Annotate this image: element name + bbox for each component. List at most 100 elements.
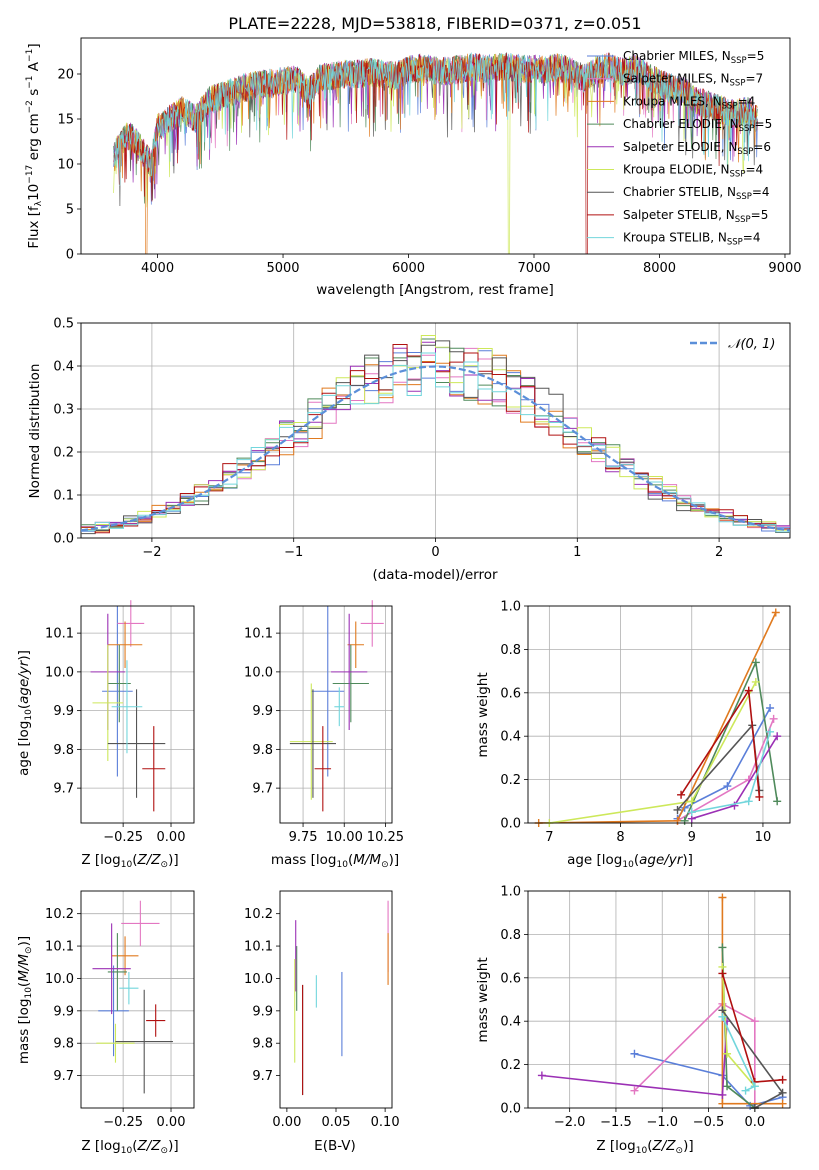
mw-age-ylabel: mass weight	[475, 672, 491, 757]
mass-weight-marker	[778, 1075, 787, 1084]
legend-count: =4	[743, 231, 761, 245]
y-tick-label: 10.1	[45, 627, 74, 642]
x-tick-label: 8	[616, 830, 624, 845]
mass-weight-marker	[687, 808, 696, 817]
legend-label: Salpeter STELIB, NSSP=5	[623, 208, 768, 225]
y-tick-label: 10.0	[244, 972, 273, 987]
mass-weight-line	[633, 1002, 756, 1108]
y-tick-label: 10.1	[244, 627, 273, 642]
y-tick-label: 9.7	[252, 782, 273, 797]
mass-weight-marker	[718, 893, 727, 902]
residual-legend: 𝒩(0, 1)	[690, 337, 775, 352]
residual-panel: −2 −1 0 1 2 0.0 0.1 0.2 0.3 0.4 0.5 (data-model)/e…	[27, 317, 791, 583]
mw-age-xlabel: age [log10(age/yr)]	[567, 852, 693, 870]
legend-label: Salpeter MILES, NSSP=7	[623, 72, 763, 89]
axes-frame	[279, 890, 393, 1109]
x-tick-label: 0.05	[322, 1115, 351, 1130]
mass-weight-marker	[718, 1012, 727, 1021]
legend-count: =5	[747, 49, 765, 63]
mass-weight-line	[677, 718, 775, 822]
residual-xlabel: (data-model)/error	[372, 567, 498, 583]
x-tick-label: 4000	[141, 261, 174, 276]
axes-frame	[527, 890, 791, 1109]
y-tick-label: 0.3	[53, 403, 74, 418]
mass-weight-line	[691, 731, 771, 813]
legend-label: Salpeter ELODIE, NSSP=6	[623, 140, 771, 157]
y-tick-label: 9.8	[252, 743, 273, 758]
age-z-ylabel: age [log10(age/yr)]	[16, 650, 34, 776]
spectrum-lines	[113, 51, 758, 254]
legend-label: Kroupa STELIB, NSSP=4	[623, 231, 761, 248]
legend-label: Chabrier ELODIE, NSSP=5	[623, 117, 772, 134]
x-tick-label: 9	[688, 830, 696, 845]
y-tick-label: 9.7	[252, 1069, 273, 1084]
x-tick-label: −2.0	[554, 1115, 586, 1130]
y-tick-label: 1.0	[500, 885, 521, 900]
mass-weight-line	[721, 973, 783, 1083]
normal-curve	[80, 365, 791, 532]
normal-legend-label: 𝒩(0, 1)	[728, 337, 775, 352]
mass-weight-marker	[766, 703, 775, 712]
y-tick-label: 10.2	[244, 907, 273, 922]
mass-vs-metallicity-panel: −0.25 0.00 9.7 9.8 9.9 10.0 10.1 10.2	[45, 890, 195, 1130]
x-tick-label: 2	[715, 545, 723, 560]
mass-weight-marker	[718, 943, 727, 952]
y-tick-label: 0.5	[53, 317, 74, 332]
legend-count: =4	[752, 185, 770, 199]
legend-label: Kroupa ELODIE, NSSP=4	[623, 163, 763, 180]
x-tick-label: 10.00	[326, 830, 363, 845]
spectrum-legend: Chabrier MILES, NSSP=5 Salpeter MILES, NS…	[587, 49, 772, 248]
x-tick-label: 9000	[768, 261, 801, 276]
mass-weight-marker	[730, 801, 739, 810]
mass-weight-marker	[741, 1086, 750, 1095]
histogram-step	[81, 352, 790, 533]
age-mass-xlabel: mass [log10(M/M⊙)]	[271, 852, 399, 870]
mass-weight-line	[549, 681, 757, 824]
y-tick-label: 10.1	[45, 940, 74, 955]
mass-weight-marker	[677, 790, 686, 799]
y-tick-label: 9.8	[252, 1037, 273, 1052]
x-tick-label: 1	[573, 545, 581, 560]
legend-sub: SSP	[730, 170, 746, 180]
y-tick-label: 0.2	[500, 773, 521, 788]
spectrum-series-group	[113, 51, 758, 254]
y-tick-label: 0.0	[500, 1102, 521, 1117]
y-tick-label: 0.1	[53, 489, 74, 504]
legend-label: Chabrier STELIB, NSSP=4	[623, 185, 770, 202]
y-tick-label: 10.2	[45, 907, 74, 922]
legend-sub: SSP	[727, 238, 743, 248]
massweight-vs-metallicity-panel: −2.0 −1.5 −1.0 −0.5 0.0 0.0 0.2 0.4 0.6 0.8 1.0	[500, 885, 791, 1130]
x-tick-label: 0.00	[157, 830, 186, 845]
legend-sub: SSP	[736, 192, 752, 202]
y-tick-label: 10	[57, 158, 74, 173]
x-tick-label: 10.25	[367, 830, 404, 845]
x-tick-label: 7	[545, 830, 553, 845]
y-tick-label: 10.0	[45, 972, 74, 987]
legend-sub: SSP	[730, 79, 746, 89]
y-tick-label: 9.7	[53, 1069, 74, 1084]
x-tick-label: −0.25	[103, 830, 143, 845]
y-tick-label: 9.9	[252, 1004, 273, 1019]
legend-count: =6	[753, 140, 771, 154]
y-tick-label: 0.6	[500, 971, 521, 986]
spectrum-xlabel: wavelength [Angstrom, rest frame]	[316, 282, 554, 298]
y-tick-label: 9.9	[53, 704, 74, 719]
age-z-xlabel: Z [log10(Z/Z⊙)]	[81, 852, 178, 870]
y-tick-label: 0.6	[500, 686, 521, 701]
mass-weight-marker	[771, 608, 780, 617]
spectrum-axes: 4000 5000 6000 7000 8000 9000 0 5 10 15 20	[57, 37, 802, 276]
mass-weight-marker	[751, 658, 760, 667]
mass-weight-marker	[718, 1090, 727, 1099]
mass-weight-marker	[750, 1082, 759, 1091]
x-tick-label: 9.75	[289, 830, 318, 845]
y-tick-label: 5	[66, 203, 74, 218]
mass-weight-marker	[630, 1086, 639, 1095]
massweight-vs-age-panel: 7 8 9 10 0.0 0.2 0.4 0.6 0.8 1.0	[500, 600, 791, 845]
legend-count: =5	[755, 117, 773, 131]
x-tick-label: −1	[284, 545, 303, 560]
mass-z-ylabel: mass [log10(M/M⊙)]	[16, 936, 34, 1064]
mw-z-xlabel: Z [log10(Z/Z⊙)]	[596, 1138, 693, 1156]
y-tick-label: 0.4	[500, 1015, 521, 1030]
legend-sub: SSP	[737, 147, 753, 157]
